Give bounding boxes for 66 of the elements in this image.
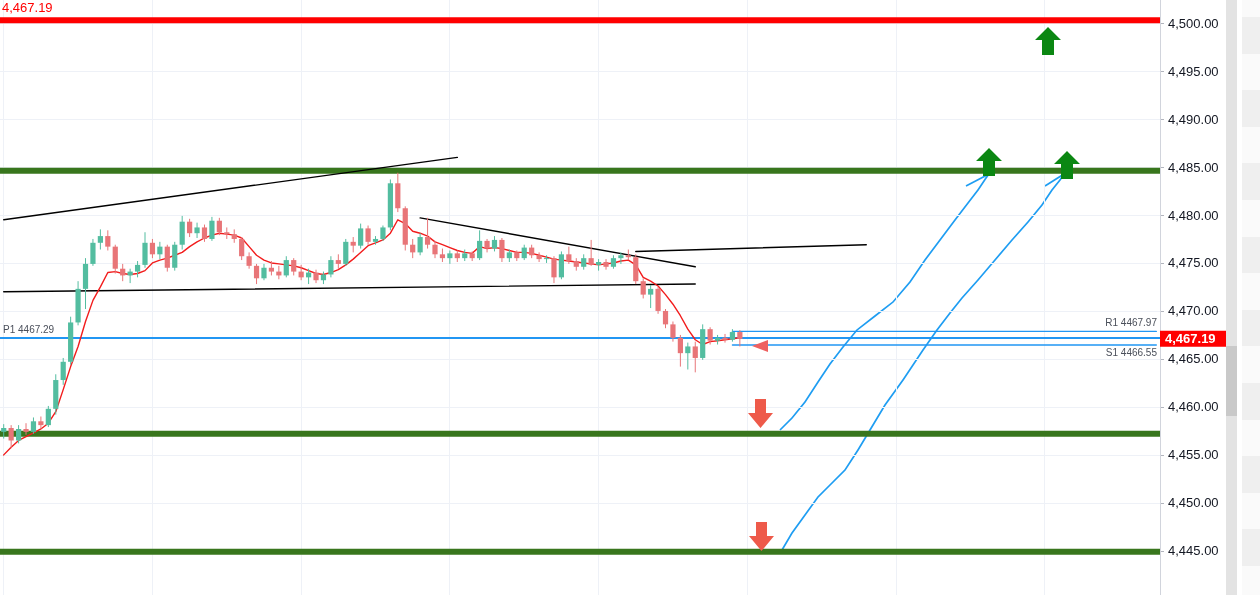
candlestick <box>179 215 185 251</box>
y-tick-label: 4,445.00 <box>1168 543 1219 559</box>
candlestick <box>692 341 698 373</box>
candlestick <box>172 241 178 272</box>
y-tick-label: 4,465.00 <box>1168 351 1219 367</box>
y-tick-label: 4,475.00 <box>1168 255 1219 271</box>
candlestick <box>499 237 505 263</box>
candlestick <box>447 249 453 265</box>
candlestick <box>618 251 624 265</box>
candlestick <box>313 269 319 284</box>
candlestick <box>149 238 156 259</box>
y-tick-label: 4,450.00 <box>1168 495 1219 511</box>
series-label: S1 4466.55 <box>1105 346 1158 358</box>
candlestick <box>164 244 170 273</box>
candlestick <box>477 229 483 261</box>
text: 4,467.19 <box>1165 330 1216 346</box>
candlestick <box>15 424 22 444</box>
y-tick-label: 4,485.00 <box>1168 159 1219 175</box>
candlestick <box>90 238 96 267</box>
ref-line-label: P1 4467.29 <box>3 323 55 335</box>
candlestick <box>358 223 364 250</box>
y-tick-label: 4,495.00 <box>1168 63 1219 79</box>
y-tick-label: 4,490.00 <box>1168 111 1219 127</box>
candlestick <box>112 244 118 275</box>
candlestick <box>328 255 334 278</box>
candlestick <box>536 251 542 263</box>
candlestick <box>45 405 51 428</box>
candlestick <box>558 250 565 280</box>
candlestick <box>283 255 289 278</box>
candlestick <box>60 357 66 386</box>
candlestick <box>603 258 609 271</box>
y-tick-label: 4,500.00 <box>1168 15 1219 31</box>
candlestick <box>417 232 423 256</box>
y-tick-label: 4,480.00 <box>1168 207 1219 223</box>
series-label: R1 4467.97 <box>1105 317 1158 329</box>
candlestick <box>97 228 103 251</box>
candlestick <box>424 217 431 250</box>
candlestick <box>737 329 743 347</box>
candlestick <box>187 218 193 238</box>
candlestick <box>365 225 371 246</box>
candlestick <box>662 308 669 329</box>
candlestick <box>38 416 44 430</box>
candlestick <box>432 240 438 259</box>
candlestick <box>551 255 557 284</box>
y-tick-label: 4,470.00 <box>1168 303 1219 319</box>
candlestick <box>640 277 646 299</box>
candlestick <box>677 334 683 368</box>
candlestick <box>239 236 245 261</box>
candlestick <box>105 229 111 251</box>
candlestick <box>209 216 215 242</box>
candlestick <box>588 239 594 267</box>
candlestick <box>722 333 728 344</box>
candlestick <box>655 286 661 315</box>
candlestick <box>253 263 260 285</box>
candlestick <box>23 422 29 436</box>
candlestick <box>648 284 654 309</box>
candlestick <box>633 253 639 285</box>
y-tick-label: 4,455.00 <box>1168 447 1219 463</box>
candlestick <box>670 320 676 343</box>
annotation: 4,467.19 <box>2 0 53 16</box>
candlestick <box>142 231 148 269</box>
candlestick <box>8 424 14 449</box>
y-tick-label: 4,460.00 <box>1168 399 1219 415</box>
candlestick <box>685 342 691 370</box>
candlestick <box>194 222 200 239</box>
candlestick <box>343 238 349 267</box>
